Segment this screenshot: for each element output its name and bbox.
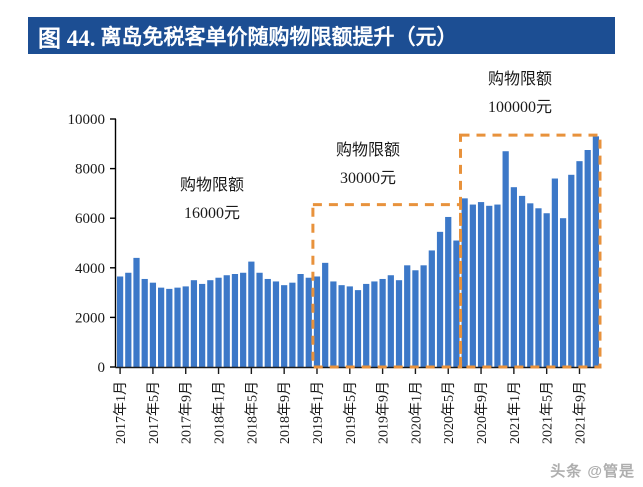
- x-tick-label: 2017年1月: [113, 381, 129, 444]
- bar[interactable]: [436, 231, 444, 367]
- bar[interactable]: [510, 187, 517, 367]
- bar[interactable]: [477, 202, 485, 367]
- annotation-label-line2: 16000元: [184, 205, 240, 222]
- bar[interactable]: [223, 275, 230, 367]
- bar[interactable]: [584, 150, 591, 367]
- bar[interactable]: [338, 285, 345, 367]
- y-tick-label: 10000: [68, 112, 106, 128]
- annotation-label-line1: 购物限额: [336, 141, 400, 159]
- bar[interactable]: [272, 281, 280, 367]
- bar[interactable]: [116, 276, 124, 367]
- bar[interactable]: [576, 161, 583, 367]
- bar[interactable]: [240, 272, 247, 367]
- bar[interactable]: [215, 277, 222, 367]
- bar[interactable]: [469, 204, 476, 367]
- bar[interactable]: [158, 287, 165, 367]
- bar[interactable]: [231, 274, 239, 367]
- bar[interactable]: [354, 290, 362, 367]
- x-axis-ticks: 2017年1月 2017年5月 2017年9月 2018年1月 2018年5月 2018年…: [113, 367, 589, 444]
- x-tick-label: 2019年5月: [343, 381, 359, 444]
- bar[interactable]: [182, 286, 189, 367]
- bar[interactable]: [281, 285, 288, 367]
- bar[interactable]: [305, 277, 312, 367]
- x-tick-label: 2021年9月: [573, 381, 589, 444]
- bar[interactable]: [412, 270, 419, 367]
- bar[interactable]: [494, 204, 501, 367]
- y-tick-label: 2000: [75, 310, 105, 326]
- bar[interactable]: [395, 280, 403, 367]
- bar[interactable]: [141, 278, 148, 367]
- bar[interactable]: [535, 208, 542, 367]
- bar[interactable]: [264, 278, 271, 367]
- y-tick-label: 8000: [75, 162, 105, 178]
- bar[interactable]: [248, 261, 255, 367]
- figure-title-bar: 图 44. 离岛免税客单价随购物限额提升（元）: [28, 17, 615, 54]
- bar[interactable]: [461, 198, 468, 367]
- annotation-box-100000: [459, 133, 602, 369]
- chart-container: 0 2000 4000 6000 8000 10000 2017年1月 2017年5月 201…: [0, 55, 643, 487]
- annotation-label-line2: 100000元: [488, 99, 552, 116]
- x-tick-label: 2019年1月: [310, 381, 326, 444]
- bar[interactable]: [404, 265, 411, 367]
- page-title: 离岛免税客单价随购物限额提升（元）: [100, 25, 458, 49]
- x-tick-label: 2017年9月: [179, 381, 195, 444]
- annotation-boxes: [311, 133, 602, 369]
- x-tick-label: 2021年5月: [540, 381, 556, 444]
- bar[interactable]: [543, 213, 550, 367]
- bar[interactable]: [445, 216, 452, 367]
- bar[interactable]: [166, 288, 173, 367]
- bar[interactable]: [371, 281, 378, 367]
- y-tick-label: 4000: [75, 261, 105, 277]
- bar[interactable]: [387, 275, 394, 367]
- bar[interactable]: [289, 282, 296, 367]
- annotation-label-line1: 购物限额: [488, 70, 552, 88]
- bar[interactable]: [363, 283, 370, 367]
- watermark: 头条 @管是: [550, 463, 635, 480]
- x-tick-label: 2020年9月: [474, 381, 490, 444]
- y-axis-ticks: 0 2000 4000 6000 8000 10000: [68, 112, 116, 376]
- bar[interactable]: [502, 151, 509, 367]
- x-tick-label: 2018年1月: [212, 381, 228, 444]
- x-tick-label: 2017年5月: [146, 381, 162, 444]
- bar[interactable]: [420, 265, 427, 367]
- bar[interactable]: [559, 218, 567, 367]
- bar[interactable]: [256, 272, 263, 367]
- bar[interactable]: [199, 283, 206, 367]
- bar[interactable]: [592, 136, 600, 367]
- bar[interactable]: [379, 278, 386, 367]
- bar[interactable]: [149, 282, 157, 367]
- bar[interactable]: [518, 195, 526, 367]
- x-tick-label: 2019年9月: [376, 381, 392, 444]
- bar[interactable]: [125, 272, 132, 367]
- bar[interactable]: [190, 280, 198, 367]
- bar[interactable]: [174, 287, 181, 367]
- bar[interactable]: [313, 276, 321, 367]
- bar[interactable]: [322, 262, 329, 367]
- bar[interactable]: [207, 280, 214, 367]
- bar[interactable]: [486, 205, 493, 367]
- bar[interactable]: [551, 178, 558, 367]
- bar[interactable]: [453, 240, 460, 367]
- bar-series: [116, 136, 600, 367]
- bar[interactable]: [428, 250, 435, 367]
- x-tick-label: 2021年1月: [507, 381, 523, 444]
- bar[interactable]: [330, 281, 337, 367]
- bar[interactable]: [527, 203, 534, 367]
- x-tick-label: 2018年5月: [244, 381, 260, 444]
- x-tick-label: 2018年9月: [277, 381, 293, 444]
- x-tick-label: 2020年5月: [441, 381, 457, 444]
- bar[interactable]: [297, 274, 304, 367]
- annotation-label-line1: 购物限额: [180, 176, 244, 194]
- y-tick-label: 6000: [75, 211, 105, 227]
- annotation-label-line2: 30000元: [340, 170, 396, 187]
- bar[interactable]: [133, 257, 140, 367]
- bar[interactable]: [346, 286, 353, 367]
- x-tick-label: 2020年1月: [408, 381, 424, 444]
- y-tick-label: 0: [98, 360, 106, 376]
- bar[interactable]: [568, 174, 575, 367]
- figure-number: 图 44.: [38, 25, 96, 51]
